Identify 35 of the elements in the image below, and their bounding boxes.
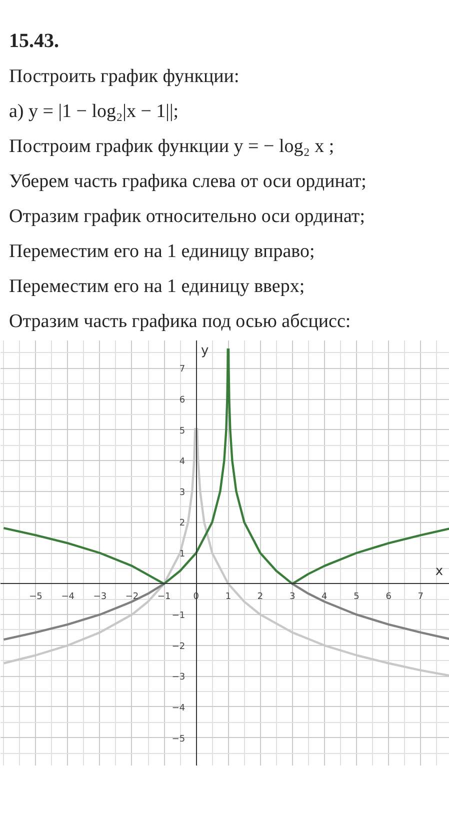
y-tick-label: −2 <box>172 642 186 652</box>
text: Построить график функции: <box>9 66 240 88</box>
y-tick-label: 7 <box>179 364 186 375</box>
y-tick-label: −3 <box>172 672 186 683</box>
y-tick-label: 4 <box>179 457 186 468</box>
x-tick-label: −1 <box>157 592 171 602</box>
y-tick-label: 5 <box>179 426 186 436</box>
x-tick-label: −4 <box>61 592 75 602</box>
y-tick-label: 1 <box>179 550 186 560</box>
y-tick-label: 2 <box>179 518 186 529</box>
x-tick-label: −5 <box>29 592 42 602</box>
x-tick-label: −3 <box>93 592 107 602</box>
y-axis-title: y <box>200 344 209 359</box>
x-axis-title: x <box>435 564 444 580</box>
x-tick-label: 2 <box>257 592 264 602</box>
text: Отразим график относительно оси ординат; <box>9 206 366 228</box>
text: а) y = |1 − log₂|x − 1||; <box>9 100 180 123</box>
text: Отразим часть графика под осью абсцисс: <box>9 310 352 333</box>
y-tick-label: 6 <box>179 396 186 406</box>
x-tick-label: −2 <box>125 592 139 602</box>
x-tick-label: 4 <box>322 592 328 602</box>
x-tick-label: 5 <box>354 592 360 602</box>
y-tick-label: −1 <box>172 611 186 622</box>
chart-title: 15.43. <box>9 29 60 54</box>
y-tick-label: −5 <box>172 734 186 744</box>
x-tick-label: 1 <box>225 592 232 602</box>
text: Переместим его на 1 единицу вверх; <box>9 276 306 298</box>
x-tick-label: 7 <box>418 592 424 602</box>
y-tick-label: 3 <box>179 488 186 498</box>
text: Уберем часть графика слева от оси ординат; <box>9 170 366 193</box>
x-tick-label: 3 <box>289 592 296 602</box>
x-tick-label: 6 <box>386 592 392 602</box>
text: Переместим его на 1 единицу вправо; <box>9 240 316 263</box>
text: Построим график функции y = − log₂ x ; <box>9 136 336 158</box>
y-tick-label: −4 <box>172 703 186 714</box>
